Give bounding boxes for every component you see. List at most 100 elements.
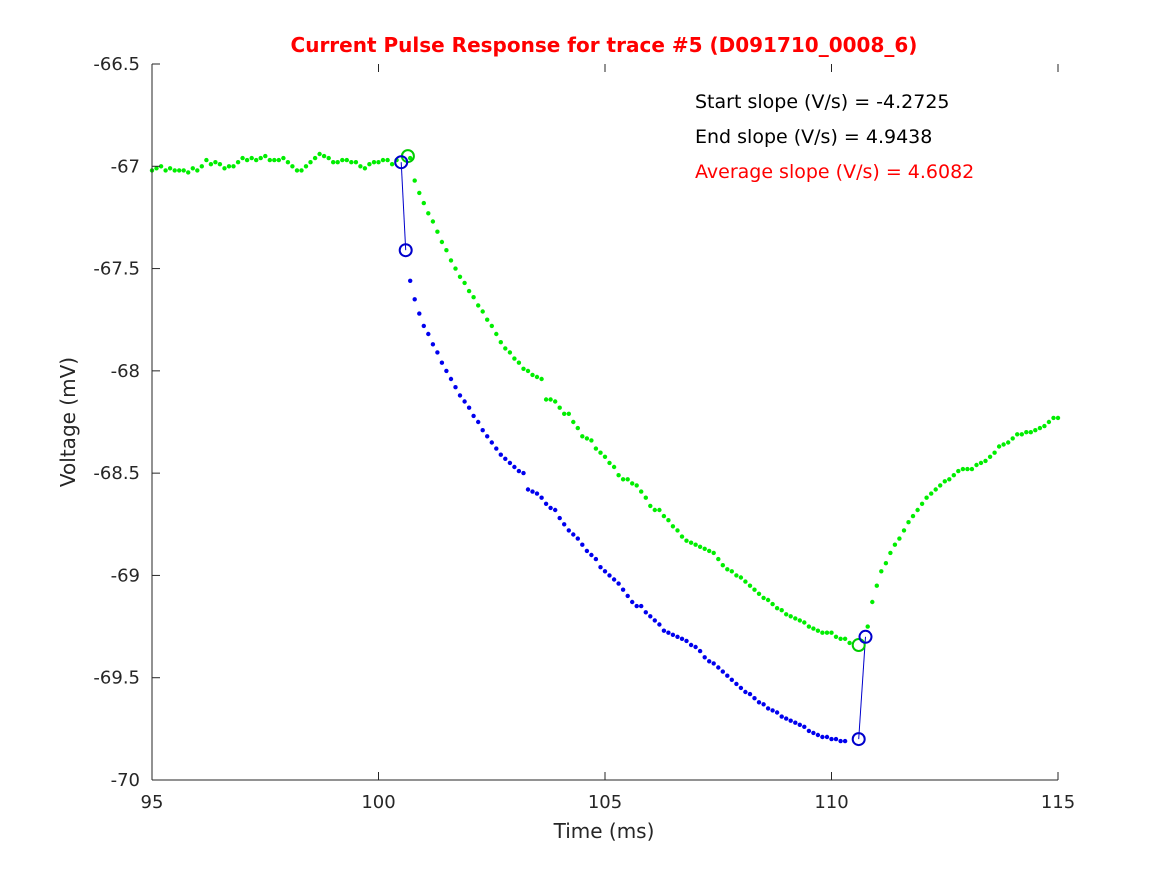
blue-trace-point [797, 722, 802, 727]
green-trace-point [648, 503, 653, 509]
green-trace-point [1028, 430, 1034, 435]
green-trace-point [1010, 436, 1015, 441]
blue-trace-point [693, 644, 698, 650]
green-trace-point [344, 157, 349, 163]
green-trace-point [353, 160, 359, 165]
green-trace-point [412, 178, 417, 183]
green-trace-point [725, 567, 730, 572]
green-trace-point [281, 155, 286, 161]
green-trace-point [747, 583, 753, 588]
blue-trace-point [842, 738, 848, 744]
x-tick-label: 95 [141, 792, 164, 813]
chart-title: Current Pulse Response for trace #5 (D09… [291, 33, 918, 57]
slope-line [400, 162, 407, 251]
green-trace-point [408, 155, 413, 161]
average-slope-text: Average slope (V/s) = 4.6082 [695, 161, 974, 183]
green-trace-point [303, 164, 309, 169]
green-trace-point [657, 507, 662, 513]
green-trace-point [888, 550, 893, 556]
green-trace-point [240, 155, 245, 161]
green-trace-point [222, 166, 227, 171]
blue-trace-point [598, 565, 603, 570]
green-trace-point [1024, 430, 1029, 435]
blue-trace-point [829, 736, 834, 742]
green-trace-point [326, 155, 331, 161]
green-trace-point [457, 274, 463, 279]
green-trace-point [670, 524, 676, 529]
green-trace-point [820, 630, 825, 635]
blue-trace-point [466, 405, 472, 410]
green-trace-point [340, 157, 345, 163]
blue-trace-point [738, 685, 744, 691]
green-trace-point [679, 534, 685, 539]
green-trace-point [611, 464, 617, 470]
green-trace-point [938, 483, 943, 488]
green-trace-point [625, 477, 630, 482]
green-trace-point [204, 157, 209, 163]
green-trace-point [521, 366, 526, 371]
green-trace-point [371, 160, 377, 165]
green-trace-point [263, 153, 268, 159]
blue-trace-point [788, 718, 793, 723]
blue-trace-point [779, 714, 784, 719]
blue-trace-point [530, 489, 535, 494]
green-trace-point [761, 595, 766, 601]
green-trace-point [462, 280, 467, 286]
green-trace-point [906, 520, 911, 525]
blue-trace-point [503, 456, 508, 461]
blue-trace-point [684, 638, 689, 644]
blue-trace-point [602, 569, 608, 574]
green-trace-point [743, 579, 748, 584]
blue-trace-point [639, 603, 644, 609]
blue-trace-point [543, 501, 549, 506]
blue-trace-point [408, 278, 413, 283]
blue-trace-point [697, 648, 703, 654]
slope-point-marker [394, 155, 409, 170]
y-tick-label: -70 [111, 770, 140, 791]
green-trace-point [321, 153, 327, 159]
green-trace-point [362, 166, 368, 171]
blue-trace-point [525, 487, 531, 492]
green-trace-point [693, 542, 698, 547]
green-trace-point [439, 239, 445, 245]
blue-trace-point [784, 716, 789, 721]
blue-trace-point [630, 599, 635, 605]
green-trace-point [530, 372, 535, 378]
green-trace-point [666, 518, 671, 523]
green-trace-point [231, 164, 236, 169]
green-trace-point [290, 164, 295, 169]
end-slope-text: End slope (V/s) = 4.9438 [695, 126, 932, 148]
green-trace-point [512, 356, 517, 361]
green-trace-point [380, 157, 386, 163]
green-trace-point [1037, 425, 1043, 431]
blue-trace-point [725, 673, 730, 678]
green-trace-point [915, 507, 920, 513]
blue-trace-point [462, 399, 467, 404]
blue-trace-point [439, 360, 445, 365]
green-trace-point [1006, 440, 1011, 445]
blue-trace-point [516, 468, 522, 474]
green-trace-point [244, 157, 250, 163]
green-trace-point [317, 151, 322, 157]
green-trace-point [797, 618, 802, 623]
blue-trace-point [471, 413, 476, 419]
green-trace-point [774, 606, 780, 611]
green-trace-point [688, 540, 694, 545]
blue-trace-point [485, 434, 490, 439]
green-trace-point [480, 309, 485, 314]
blue-trace-point [648, 614, 653, 619]
blue-trace-point [729, 677, 734, 682]
green-trace-point [765, 597, 771, 603]
blue-trace-point [634, 603, 639, 609]
blue-trace-point [815, 732, 821, 738]
green-trace-point [249, 155, 254, 161]
green-trace-point [716, 556, 721, 562]
green-trace-point [267, 157, 272, 163]
green-trace-point [788, 614, 793, 619]
green-trace-point [919, 501, 925, 506]
green-trace-point [598, 450, 603, 455]
green-trace-point [892, 542, 898, 547]
green-trace-point [213, 160, 218, 165]
blue-trace-point [562, 522, 567, 527]
